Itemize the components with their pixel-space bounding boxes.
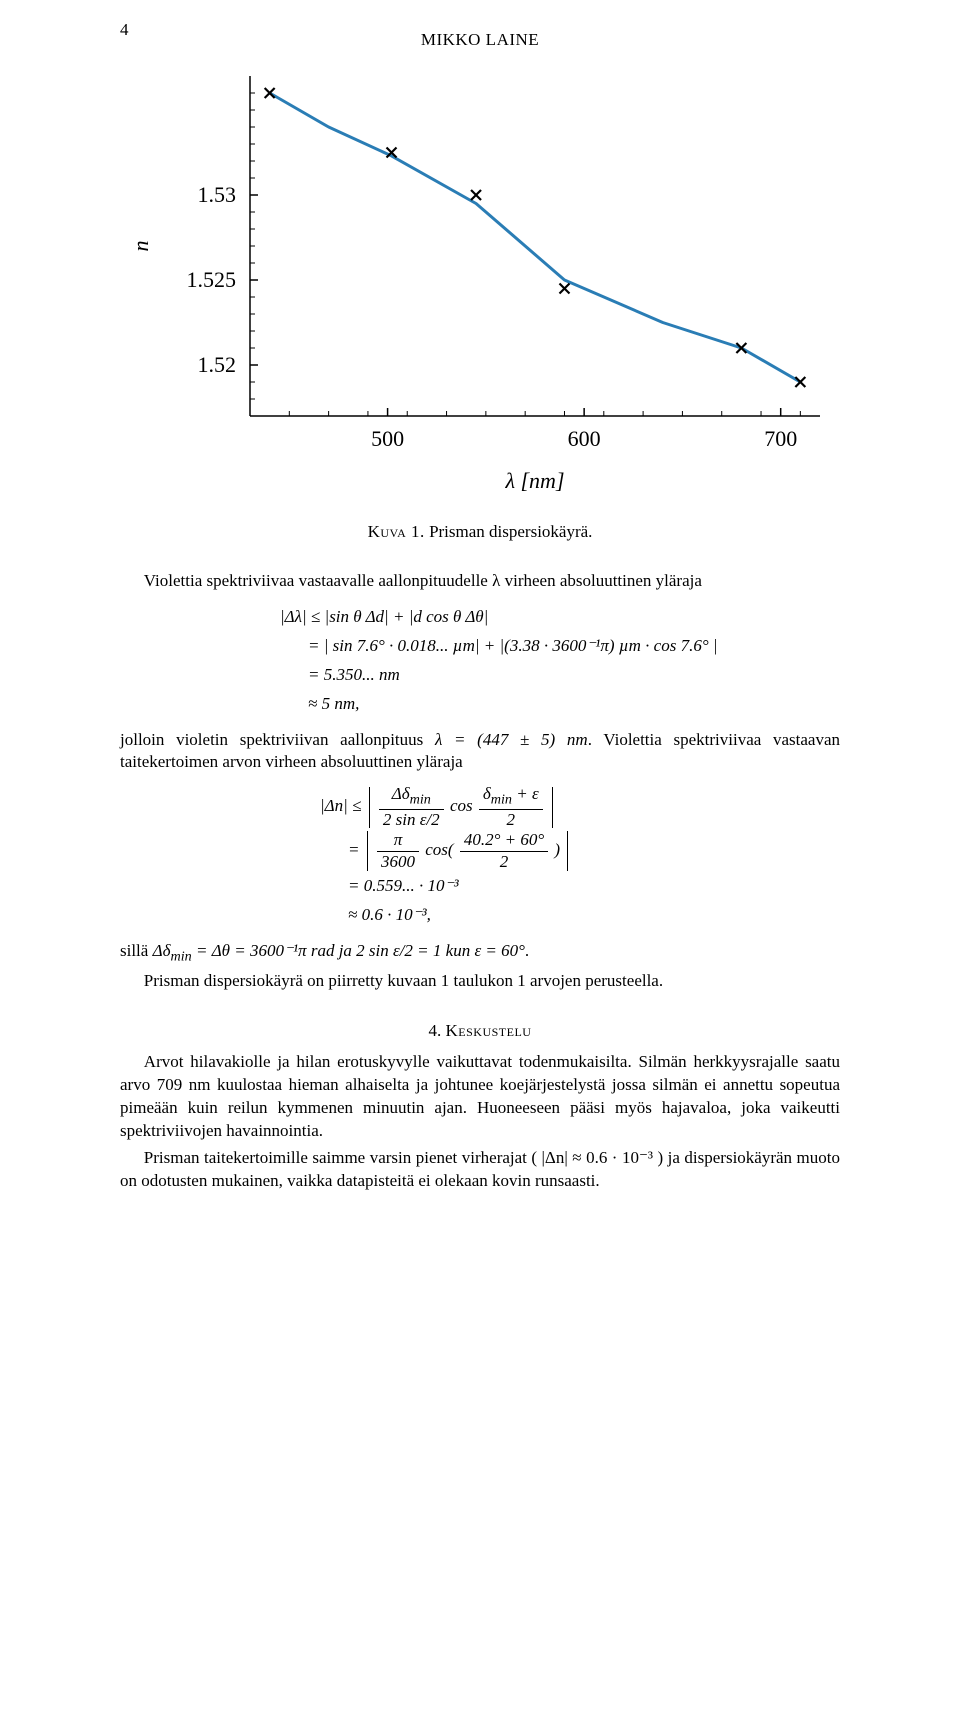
- para-violet-upper-bound: Violettia spektriviivaa vastaavalle aall…: [120, 570, 840, 593]
- para3-math: Δδmin = Δθ = 3600⁻¹π rad ja 2 sin ε/2 = …: [153, 941, 525, 960]
- eq2-line2-eq: =: [348, 840, 364, 859]
- section-4-heading: 4. Keskustelu: [120, 1021, 840, 1041]
- header-author: MIKKO LAINE: [120, 30, 840, 50]
- equation-delta-n: |Δn| ≤ Δδmin2 sin ε/2 cos δmin + ε2 = π3…: [320, 784, 840, 929]
- svg-text:1.53: 1.53: [198, 182, 237, 207]
- eq1-line2: = | sin 7.6° · 0.018... µm| + |(3.38 · 3…: [308, 632, 840, 661]
- eq1-line1: |Δλ| ≤ |sin θ Δd| + |d cos θ Δθ|: [280, 603, 840, 632]
- chart-svg: 500 600 700 1.52 1.525 1.53 λ [nm] n: [120, 66, 840, 506]
- eq2-frac1: Δδmin2 sin ε/2: [379, 784, 444, 830]
- svg-text:600: 600: [568, 426, 601, 451]
- eq2-line4: ≈ 0.6 · 10⁻³,: [348, 901, 840, 930]
- para2-math: λ = (447 ± 5) nm: [435, 730, 588, 749]
- section-4-title: Keskustelu: [446, 1021, 532, 1040]
- eq2-mid3: ): [554, 840, 560, 859]
- figure-caption: Kuva 1. Prisman dispersiokäyrä.: [120, 522, 840, 542]
- equation-delta-lambda: |Δλ| ≤ |sin θ Δd| + |d cos θ Δθ| = | sin…: [280, 603, 840, 719]
- eq1-line3: = 5.350... nm: [308, 661, 840, 690]
- eq2-line3: = 0.559... · 10⁻³: [348, 872, 840, 901]
- svg-text:1.52: 1.52: [198, 352, 237, 377]
- eq2-line1: |Δn| ≤ Δδmin2 sin ε/2 cos δmin + ε2: [320, 784, 840, 830]
- eq2-abs1: Δδmin2 sin ε/2 cos δmin + ε2: [366, 784, 556, 830]
- para-curve-drawn: Prisman dispersiokäyrä on piirretty kuva…: [120, 970, 840, 993]
- para3-a: sillä: [120, 941, 153, 960]
- section-4-num: 4.: [429, 1021, 442, 1040]
- para-discussion-2: Prisman taitekertoimille saimme varsin p…: [120, 1147, 840, 1193]
- eq1-line4: ≈ 5 nm,: [308, 690, 840, 719]
- eq2-mid2: cos(: [425, 840, 453, 859]
- page-number: 4: [120, 20, 129, 40]
- eq2-abs2: π3600 cos( 40.2° + 60°2 ): [364, 830, 572, 872]
- eq2-frac2: δmin + ε2: [479, 784, 543, 830]
- para3-b: .: [525, 941, 529, 960]
- para-since: sillä Δδmin = Δθ = 3600⁻¹π rad ja 2 sin …: [120, 940, 840, 967]
- svg-text:500: 500: [371, 426, 404, 451]
- eq2-line2: = π3600 cos( 40.2° + 60°2 ): [348, 830, 840, 872]
- eq2-lhs: |Δn| ≤: [320, 796, 366, 815]
- svg-text:700: 700: [764, 426, 797, 451]
- eq2-frac3: π3600: [377, 830, 419, 872]
- eq2-mid1: cos: [450, 796, 477, 815]
- svg-text:n: n: [128, 241, 153, 252]
- para-discussion-1: Arvot hilavakiolle ja hilan erotuskyvyll…: [120, 1051, 840, 1143]
- para2-a: jolloin violetin spektriviivan aallonpit…: [120, 730, 435, 749]
- svg-text:λ [nm]: λ [nm]: [504, 468, 564, 493]
- eq2-frac4: 40.2° + 60°2: [460, 830, 548, 872]
- para-wavelength-result: jolloin violetin spektriviivan aallonpit…: [120, 729, 840, 775]
- caption-text: Prisman dispersiokäyrä.: [429, 522, 592, 541]
- caption-label: Kuva 1.: [368, 522, 425, 541]
- svg-text:1.525: 1.525: [187, 267, 237, 292]
- dispersion-chart: 500 600 700 1.52 1.525 1.53 λ [nm] n: [120, 66, 840, 506]
